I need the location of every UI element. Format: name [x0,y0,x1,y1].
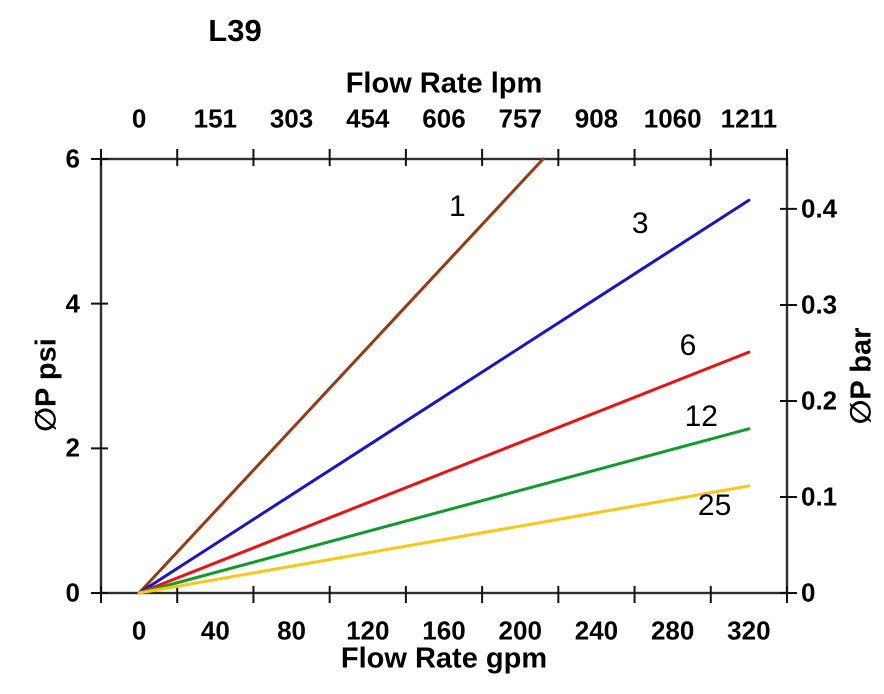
top-tick-label: 908 [574,103,619,134]
bottom-tick-label: 240 [574,615,619,646]
left-tick-label: 0 [65,577,80,608]
top-tick-label: 1060 [643,103,702,134]
top-tick-label: 757 [498,103,542,134]
chart-title: L39 [208,13,262,48]
right-tick-label: 0.2 [801,385,838,416]
bottom-axis-title: Flow Rate gpm [340,642,548,675]
top-tick-label: 606 [422,103,466,134]
left-tick-label: 4 [65,288,80,319]
series-label-6: 6 [679,328,697,362]
right-tick-label: 0 [801,577,816,608]
left-axis-title: ∅P psi [30,338,63,432]
left-tick-label: 2 [65,432,80,463]
right-tick-label: 0.1 [801,481,838,512]
top-axis-title: Flow Rate lpm [345,67,543,100]
right-tick-label: 0.3 [801,289,838,320]
bottom-tick-label: 320 [727,615,771,646]
bottom-tick-label: 40 [200,615,230,646]
bottom-tick-label: 200 [498,615,542,646]
top-tick-label: 151 [193,103,238,134]
bottom-tick-label: 80 [277,615,307,646]
top-tick-label: 0 [131,103,147,134]
bottom-tick-label: 0 [131,615,147,646]
series-label-1: 1 [448,190,466,224]
right-axis-title: ∅P bar [845,327,878,425]
right-tick-label: 0.4 [801,193,838,224]
left-tick-label: 6 [65,143,80,174]
plot-frame [99,157,789,595]
series-label-12: 12 [684,400,718,434]
top-tick-label: 1211 [720,103,778,134]
bottom-tick-label: 160 [422,615,466,646]
bottom-tick-label: 280 [650,615,695,646]
series-line-12 [137,427,751,595]
series-label-3: 3 [631,207,649,241]
top-tick-label: 454 [346,103,390,134]
series-line-25 [137,484,751,595]
series-line-3 [137,198,751,595]
series-line-6 [137,350,751,595]
series-label-25: 25 [697,489,732,523]
top-tick-label: 303 [269,103,314,134]
series-line-1 [137,157,545,595]
bottom-tick-label: 120 [346,615,390,646]
